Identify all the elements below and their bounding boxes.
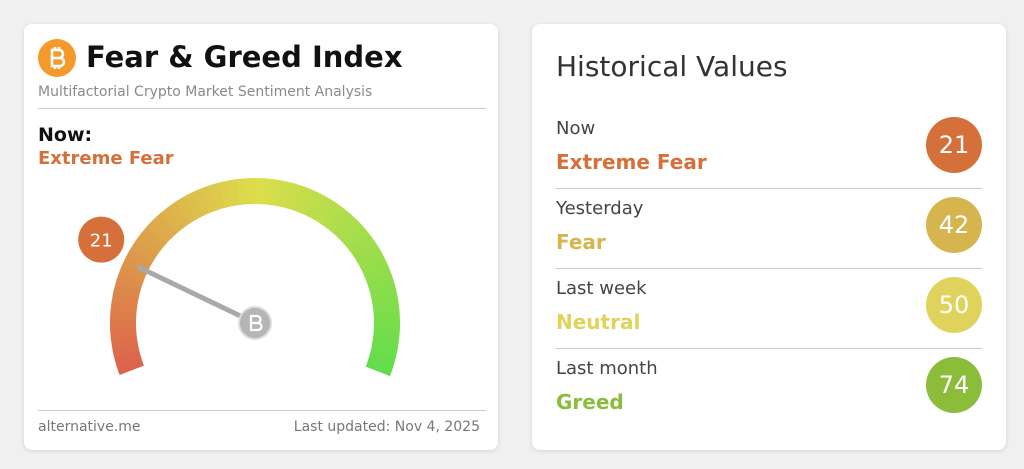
gauge-arc <box>147 218 173 244</box>
gauge-arc <box>366 274 395 292</box>
gauge-arc <box>125 247 154 269</box>
last-updated: Last updated: Nov 4, 2025 <box>293 419 480 435</box>
gauge-arc <box>121 255 150 276</box>
gauge-arc <box>357 248 385 270</box>
value-circle: 50 <box>926 277 982 333</box>
gauge-arc <box>343 226 370 251</box>
gauge-arc <box>217 180 234 208</box>
gauge-arc <box>370 343 398 359</box>
gauge-arc <box>326 207 351 234</box>
gauge-arc <box>191 188 212 217</box>
gauge-arc <box>110 309 137 321</box>
gauge-arc <box>111 290 139 306</box>
gauge-arc <box>306 192 328 221</box>
gauge-arc <box>110 334 138 348</box>
source: alternative.me <box>38 419 141 435</box>
gauge-arc <box>110 327 137 339</box>
gauge-arc <box>368 350 396 368</box>
hub-icon <box>249 314 263 332</box>
row-label: Last month <box>556 358 658 379</box>
gauge-arc <box>332 213 358 239</box>
gauge-arc <box>153 212 179 239</box>
gauge-arc <box>292 185 311 214</box>
gauge-arc <box>118 264 147 283</box>
gauge-arc <box>270 179 285 207</box>
value-circle: 21 <box>926 117 982 173</box>
gauge-arc <box>277 180 294 209</box>
row-classification: Neutral <box>556 310 641 334</box>
gauge-arc <box>236 178 249 206</box>
gauge-arc <box>227 179 241 207</box>
now-label: Now: <box>38 124 93 146</box>
value-circle: 74 <box>926 357 982 413</box>
gauge-arc <box>183 192 205 220</box>
row-divider <box>556 268 982 269</box>
needle <box>137 265 258 326</box>
gauge-arc <box>353 240 381 264</box>
gauge-arc <box>365 358 394 377</box>
gauge-arc <box>110 300 138 313</box>
gauge-arc <box>130 239 158 263</box>
gauge-arc <box>285 182 303 211</box>
gauge-arc <box>371 292 399 307</box>
value-circle: 42 <box>926 197 982 253</box>
row-classification: Extreme Fear <box>556 150 707 174</box>
row-classification: Greed <box>556 390 624 414</box>
subtitle: Multifactorial Crypto Market Sentiment A… <box>38 84 373 100</box>
title: Fear & Greed Index <box>86 40 403 74</box>
fear-greed-card: Fear & Greed Index Multifactorial Crypto… <box>24 24 498 450</box>
gauge-arc <box>369 283 397 299</box>
row-label: Yesterday <box>556 198 644 219</box>
divider <box>38 410 486 411</box>
divider <box>38 108 486 109</box>
gauge-arc <box>262 178 275 206</box>
row-divider <box>556 348 982 349</box>
gauge-arc <box>360 256 389 277</box>
row-classification: Fear <box>556 230 606 254</box>
row-label: Last week <box>556 278 647 299</box>
gauge-arc <box>320 201 344 229</box>
gauge-arc <box>160 206 185 233</box>
gauge-arc <box>364 265 392 284</box>
gauge-arc <box>113 281 141 298</box>
row-divider <box>556 188 982 189</box>
gauge-arc <box>111 342 140 358</box>
gauge: 21 <box>78 177 400 377</box>
bitcoin-logo <box>38 39 76 77</box>
gauge-arc <box>373 328 400 340</box>
historical-title: Historical Values <box>556 50 788 83</box>
gauge-arc <box>135 232 163 256</box>
gauge-arc <box>115 272 144 291</box>
historical-card: Historical Values Now Extreme Fear 21 Yeste… <box>532 24 1006 450</box>
now-classification: Extreme Fear <box>38 148 174 169</box>
gauge-arc <box>175 196 198 224</box>
gauge-arc <box>208 182 226 211</box>
gauge-arc <box>167 201 191 229</box>
gauge-arc <box>116 357 144 375</box>
gauge-arc <box>372 335 400 350</box>
gauge-arc <box>299 188 320 217</box>
gauge-arc <box>338 219 364 245</box>
gauge-arc <box>372 301 400 314</box>
row-label: Now <box>556 118 596 139</box>
gauge-arc <box>200 185 219 213</box>
value-badge <box>78 216 125 263</box>
gauge-arc <box>113 349 142 367</box>
gauge-arc <box>141 225 168 250</box>
gauge-arc <box>348 233 376 257</box>
gauge-arc <box>313 196 336 225</box>
value-label: 21 <box>90 231 113 252</box>
